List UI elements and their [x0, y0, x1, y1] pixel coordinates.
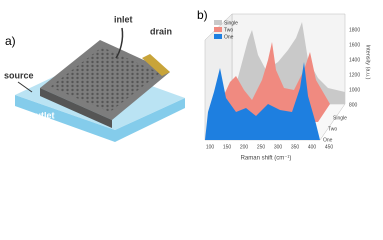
x-axis-title: Raman shift (cm⁻¹)	[241, 156, 292, 162]
x-tick-label: 250	[257, 144, 266, 150]
y-tick-label: 1800	[349, 27, 360, 33]
y-axis-title: Intensity (a.u.)	[365, 45, 371, 80]
spectrum-one	[205, 62, 320, 140]
x-tick-label: 100	[206, 144, 215, 150]
callout: source	[4, 70, 34, 80]
inlet-tube	[115, 27, 124, 59]
y-tick-label: 1600	[349, 42, 360, 48]
legend-label: Two	[224, 27, 233, 33]
depth-label: Single	[333, 115, 347, 121]
x-tick-label: 400	[308, 144, 317, 150]
x-tick-label: 200	[240, 144, 249, 150]
legend-label: One	[224, 34, 234, 40]
callout: inlet	[114, 14, 133, 24]
substrate-side	[15, 95, 185, 142]
panel-label: a)	[5, 34, 16, 48]
legend-swatch	[214, 20, 222, 25]
x-tick-label: 450	[325, 144, 334, 150]
y-tick-label: 800	[349, 102, 358, 108]
drain-electrode	[142, 54, 170, 76]
chip-side	[40, 88, 112, 128]
y-tick-label: 1400	[349, 57, 360, 63]
pillar-array	[50, 47, 160, 112]
panel-label: b)	[197, 8, 208, 22]
y-tick-label: 1000	[349, 87, 360, 93]
legend-swatch	[214, 27, 222, 32]
depth-label: One	[323, 137, 333, 143]
x-tick-label: 150	[223, 144, 232, 150]
callout: drain	[150, 26, 172, 36]
x-tick-label: 300	[274, 144, 283, 150]
callout: outlet	[30, 110, 55, 120]
panel-a: a) inlet drain source outlet	[4, 14, 185, 142]
x-tick-label: 350	[291, 144, 300, 150]
depth-label: Two	[328, 126, 337, 132]
panel-b: b) Intensity (a.u.) Raman shift (cm⁻¹) 1…	[197, 8, 371, 161]
y-tick-label: 1200	[349, 72, 360, 78]
source-pointer	[17, 81, 33, 93]
legend-label: Single	[224, 20, 238, 26]
legend-swatch	[214, 34, 222, 39]
figure: a) inlet drain source outlet b) Intensit…	[4, 8, 371, 161]
